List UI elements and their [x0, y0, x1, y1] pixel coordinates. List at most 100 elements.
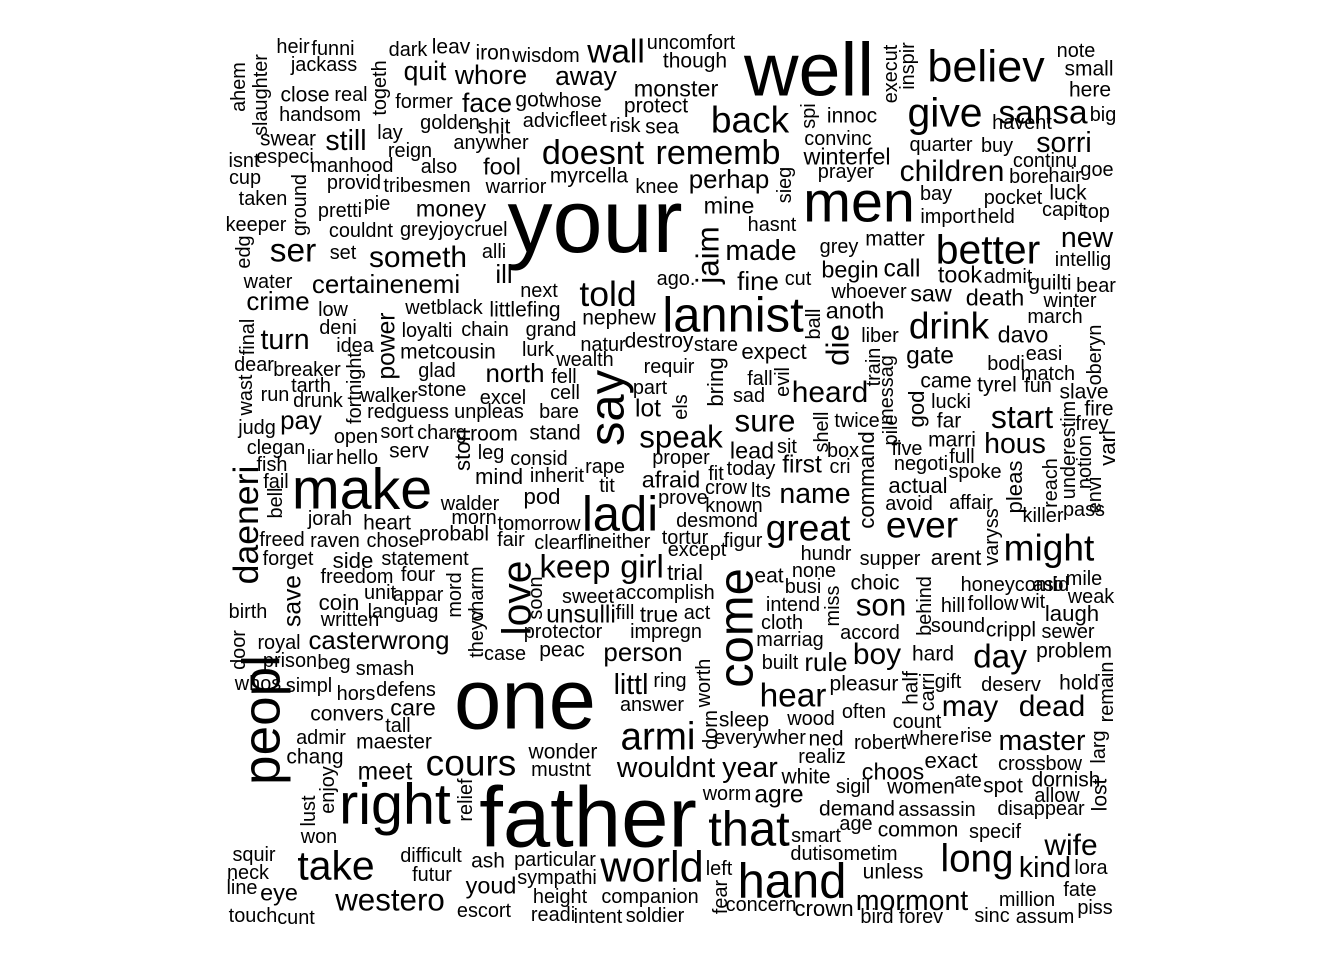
word-held: held	[977, 206, 1015, 229]
word-taken: taken	[238, 188, 288, 211]
word-room: room	[470, 422, 518, 446]
word-count: count	[892, 711, 942, 734]
word-top: top	[1082, 201, 1110, 224]
word-bird: bird	[860, 906, 894, 929]
word-glad: glad	[418, 360, 456, 383]
word-sinc: sinc	[974, 905, 1010, 928]
word-your: your	[507, 172, 683, 272]
word-height: height	[532, 886, 588, 909]
word-agre: agre	[754, 781, 804, 809]
word-face: face	[461, 87, 513, 118]
word-mord: mord	[444, 572, 467, 618]
word-chose: chose	[366, 530, 420, 553]
word-liar: liar	[306, 447, 334, 470]
word-hors: hors	[336, 683, 376, 706]
word-money: money	[415, 195, 487, 222]
word-one: one	[454, 652, 596, 748]
word-figur: figur	[723, 530, 763, 553]
word-gate: gate	[906, 342, 954, 370]
word-tribesmen: tribesmen	[383, 175, 471, 198]
word-intend: intend	[765, 594, 821, 617]
word-futur: futur	[412, 864, 452, 887]
word-lead: lead	[729, 437, 775, 464]
word-sansa: sansa	[998, 94, 1088, 132]
word-inspir: inspir	[897, 42, 920, 90]
word-edg: edg	[233, 235, 256, 269]
word-dark: dark	[388, 39, 428, 62]
word-bodi: bodi	[987, 353, 1025, 376]
word-advic: advic	[522, 110, 570, 133]
word-ago-: ago.	[656, 268, 696, 291]
word-match: match	[1020, 363, 1076, 386]
word-demand: demand	[819, 797, 895, 821]
word-marriag: marriag	[756, 629, 824, 652]
word-enjoy: enjoy	[317, 766, 340, 814]
word-spi: spi	[798, 103, 821, 129]
word-unit: unit	[363, 582, 397, 605]
word-davo: davo	[997, 321, 1049, 348]
word-tomorrow: tomorrow	[497, 513, 581, 536]
word-admit: admit	[983, 266, 1033, 289]
word-great: great	[765, 506, 851, 549]
word-languag: languag	[367, 601, 439, 624]
word-afraid: afraid	[641, 466, 701, 493]
word-togeth: togeth	[369, 60, 392, 116]
word-fire: fire	[1084, 397, 1114, 421]
word-follow: follow	[967, 593, 1019, 616]
word-wood: wood	[787, 708, 835, 731]
word-prayer: prayer	[817, 161, 875, 184]
word-capit: capit	[1041, 199, 1085, 222]
word-act: act	[683, 602, 711, 625]
word-ate: ate	[954, 770, 982, 793]
word-chain: chain	[461, 319, 509, 342]
word-simpl: simpl	[285, 675, 333, 698]
word-affair: affair	[949, 492, 993, 515]
word-slaughter: slaughter	[250, 54, 273, 136]
word-royal: royal	[257, 632, 301, 655]
word-mustnt: mustnt	[531, 759, 591, 782]
word-sieg: sieg	[774, 166, 797, 204]
word-believ: believ	[927, 40, 1045, 92]
word-far: far	[936, 409, 962, 433]
word-notion: notion	[1074, 434, 1097, 490]
word-bare: bare	[539, 401, 579, 424]
word-golden: golden	[420, 112, 480, 135]
word-smash: smash	[355, 658, 415, 681]
word-weak: weak	[1067, 586, 1115, 609]
word-buy: buy	[980, 135, 1014, 158]
word-someth: someth	[368, 241, 468, 275]
word-care: care	[390, 694, 436, 721]
word-inherit: inherit	[529, 465, 585, 488]
word-came: came	[920, 369, 972, 393]
word-negoti: negoti	[893, 453, 949, 476]
word-open: open	[333, 426, 379, 449]
word-sorri: sorri	[1036, 126, 1092, 159]
word-son: son	[855, 587, 907, 623]
word-goe: goe	[1080, 159, 1114, 182]
word-ash: ash	[471, 849, 505, 873]
word-freed: freed	[259, 529, 305, 552]
word-lora: lora	[1074, 857, 1108, 880]
word-breaker: breaker	[273, 359, 341, 382]
word-heard: heard	[791, 376, 869, 410]
word-built: built	[761, 652, 799, 675]
word-soldier: soldier	[625, 905, 685, 928]
word-intent: intent	[573, 906, 623, 929]
word-sort: sort	[380, 421, 414, 444]
word-hand: hand	[737, 854, 847, 909]
word-continu: continu	[1012, 150, 1078, 173]
word-fill: fill	[615, 602, 635, 625]
word-behind: behind	[914, 576, 937, 636]
word-supper: supper	[859, 548, 921, 571]
word-wetblack: wetblack	[405, 297, 483, 320]
word-fool: fool	[483, 153, 521, 180]
word-excel: excel	[479, 387, 527, 410]
word-piss: piss	[1077, 897, 1113, 920]
word-alli: alli	[481, 241, 507, 264]
word-ser: ser	[269, 232, 317, 270]
word-swear: swear	[259, 127, 317, 151]
word-clegan: clegan	[246, 437, 306, 460]
word-kind: kind	[1018, 851, 1072, 884]
word-age: age	[839, 813, 873, 836]
word-stone: stone	[417, 379, 467, 402]
